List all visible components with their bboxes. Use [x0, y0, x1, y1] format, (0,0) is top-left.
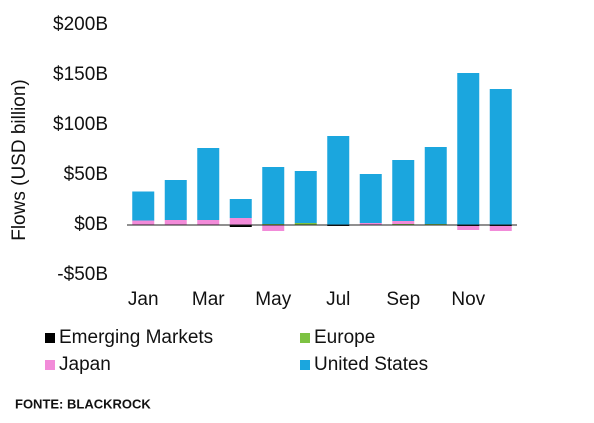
legend-label: Europe: [314, 327, 375, 348]
bar-segment: [294, 171, 317, 223]
y-tick-label: $50B: [64, 164, 108, 185]
legend-label: Emerging Markets: [59, 327, 213, 348]
legend-swatch: [45, 333, 55, 343]
y-tick-label: $0B: [74, 214, 108, 235]
bar-segment: [489, 89, 512, 225]
bar-segment: [457, 73, 480, 225]
legend-swatch: [300, 333, 310, 343]
x-tick-label: Jul: [326, 289, 350, 310]
bar-segment: [327, 136, 350, 225]
bar-segment: [164, 220, 187, 225]
legend-swatch: [45, 360, 55, 370]
bar-segment: [132, 220, 155, 225]
y-tick-label: $150B: [53, 64, 108, 85]
y-tick-label: -$50B: [57, 264, 108, 285]
legend-label: United States: [314, 354, 428, 375]
source: FONTE: BLACKROCK: [15, 396, 151, 411]
bar-segment: [359, 223, 382, 225]
x-tick-label: May: [255, 289, 291, 310]
y-tick-label: $100B: [53, 114, 108, 135]
bar-segment: [229, 225, 252, 227]
legend-swatch: [300, 360, 310, 370]
bar-segment: [392, 221, 415, 224]
y-tick-label: $200B: [53, 14, 108, 35]
x-tick-label: Nov: [451, 289, 485, 310]
x-tick-label: Sep: [386, 289, 420, 310]
bar-segment: [229, 199, 252, 218]
legend-label: Japan: [59, 354, 111, 375]
bar-segment: [262, 167, 285, 224]
y-axis-title: Flows (USD billion): [9, 79, 30, 241]
bar-segment: [424, 147, 447, 224]
bar-segment: [489, 226, 512, 231]
x-tick-label: Mar: [192, 289, 225, 310]
bar-segment: [197, 148, 220, 220]
bar-segment: [164, 180, 187, 220]
bar-segment: [197, 220, 220, 225]
bar-segment: [262, 225, 285, 231]
x-tick-label: Jan: [128, 289, 159, 310]
bar-segment: [359, 174, 382, 223]
bar-segment: [229, 218, 252, 225]
bar-segment: [294, 223, 317, 225]
bar-segment: [132, 191, 155, 221]
bar-segment: [392, 160, 415, 221]
bar-segment: [457, 226, 480, 230]
